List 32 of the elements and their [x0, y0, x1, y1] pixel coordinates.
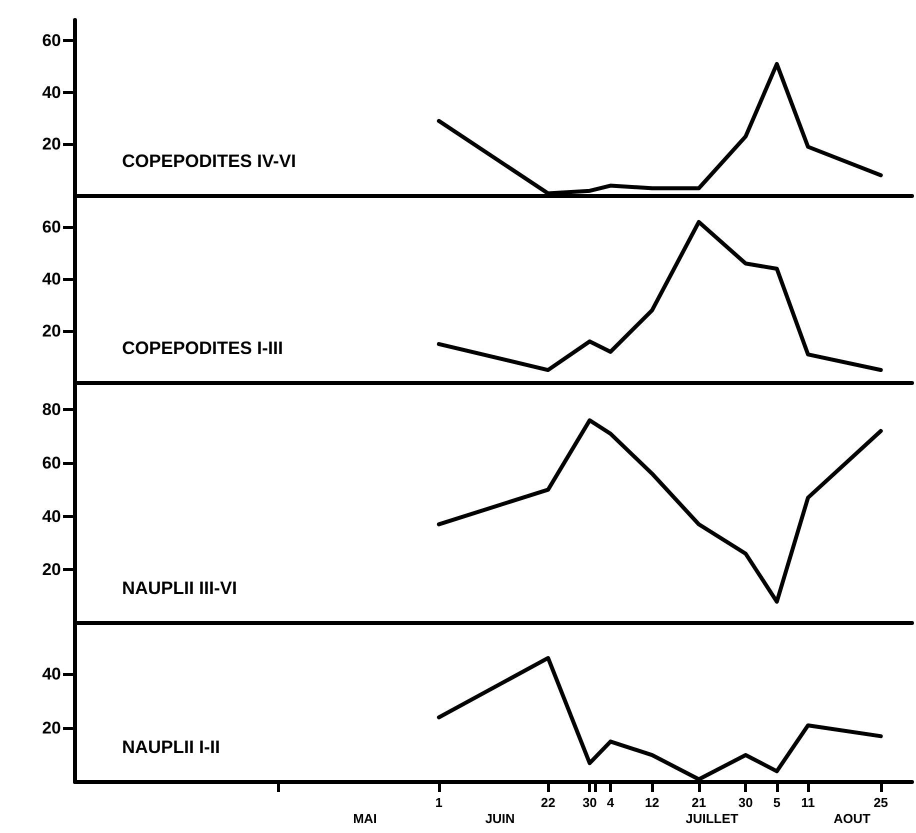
line-series	[436, 220, 883, 372]
annotation: COPEPODITES IV-VI	[122, 151, 296, 171]
y-tick-label: 20	[42, 560, 61, 580]
y-tick-label: 40	[42, 270, 61, 289]
x-tick-label: 22	[540, 795, 556, 810]
y-tick-label: 20	[42, 134, 61, 154]
y-tick-label: 40	[42, 82, 61, 102]
text: MAI	[353, 811, 377, 826]
x-tick-label: 25	[874, 795, 888, 810]
text: AOUT	[834, 811, 870, 826]
x-tick-label: 30	[738, 795, 753, 810]
annotation: NAUPLII I-II	[122, 737, 220, 757]
x-tick-label: 12	[644, 795, 660, 810]
y-tick-label: 80	[42, 400, 61, 420]
annotation: COPEPODITES I-III	[122, 338, 284, 358]
annotation: NAUPLII III-VI	[122, 578, 238, 598]
x-tick-label: 30	[582, 795, 597, 810]
y-tick-label: 40	[42, 664, 61, 684]
text: JUILLET	[686, 811, 738, 826]
y-tick-label: 40	[42, 506, 61, 526]
y-tick-label: 20	[42, 322, 61, 341]
line-series	[436, 418, 883, 604]
x-tick-label: 4	[606, 795, 615, 810]
x-tick-label: 1	[435, 795, 443, 810]
x-tick-label: 21	[692, 795, 706, 810]
y-tick-label: 20	[42, 718, 61, 738]
x-tick-label: 5	[773, 795, 780, 810]
x-tick-label: 11	[801, 795, 815, 810]
text: JUIN	[485, 811, 515, 826]
y-tick-label: 60	[42, 454, 61, 472]
y-tick-label: 60	[42, 31, 61, 50]
y-tick-label: 60	[42, 218, 61, 237]
